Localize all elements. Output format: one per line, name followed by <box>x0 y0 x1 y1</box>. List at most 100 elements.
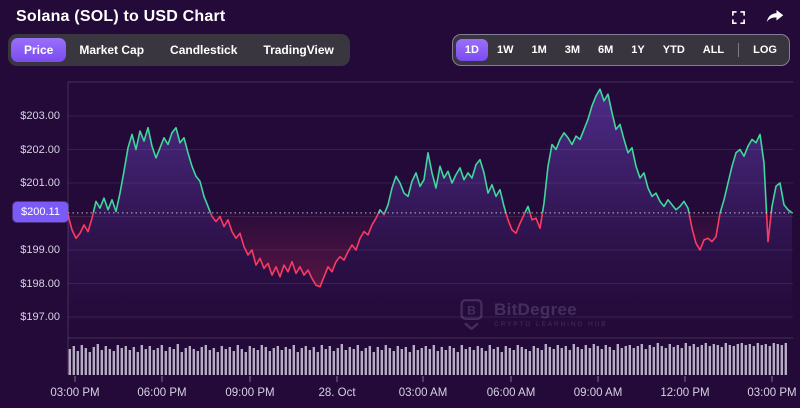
volume-bar <box>724 343 727 375</box>
volume-bar <box>320 345 323 375</box>
volume-bar <box>136 352 139 375</box>
volume-bar <box>728 345 731 375</box>
volume-bar <box>604 345 607 375</box>
volume-bar <box>228 347 231 375</box>
volume-bar <box>68 349 71 375</box>
range-all[interactable]: ALL <box>694 39 733 61</box>
volume-bar <box>276 346 279 375</box>
volume-bar <box>448 346 451 375</box>
volume-bar <box>552 349 555 375</box>
volume-bar <box>704 343 707 375</box>
volume-bar <box>104 346 107 375</box>
volume-bar <box>456 352 459 375</box>
volume-bar <box>360 351 363 375</box>
volume-bar <box>744 345 747 375</box>
volume-bar <box>548 347 551 375</box>
volume-bar <box>592 344 595 375</box>
volume-bar <box>636 346 639 375</box>
volume-bar <box>88 352 91 375</box>
tab-price[interactable]: Price <box>11 38 67 62</box>
volume-bar <box>368 346 371 375</box>
volume-bar <box>672 347 675 375</box>
share-icon[interactable] <box>766 9 784 25</box>
volume-bar <box>232 351 235 375</box>
volume-bar <box>216 352 219 375</box>
volume-bar <box>756 343 759 375</box>
y-tick-label: $203.00 <box>20 110 60 122</box>
volume-bar <box>184 348 187 375</box>
volume-bar <box>680 348 683 375</box>
tab-market-cap[interactable]: Market Cap <box>66 38 157 62</box>
volume-bar <box>96 344 99 375</box>
volume-bar <box>536 348 539 375</box>
chart-type-tabs: Price Market Cap Candlestick TradingView <box>8 34 350 66</box>
range-log-divider <box>738 43 740 57</box>
volume-bar <box>168 347 171 375</box>
volume-bar <box>288 349 291 375</box>
tab-tradingview[interactable]: TradingView <box>250 38 346 62</box>
header: Solana (SOL) to USD Chart <box>0 0 800 34</box>
volume-bar <box>668 344 671 375</box>
volume-bar <box>568 350 571 375</box>
volume-bar <box>152 350 155 375</box>
volume-bar <box>192 349 195 375</box>
range-ytd[interactable]: YTD <box>654 39 694 61</box>
volume-bar <box>600 349 603 375</box>
volume-bar <box>120 348 123 375</box>
volume-bar <box>404 347 407 375</box>
volume-bar <box>688 346 691 375</box>
volume-bar <box>196 351 199 375</box>
volume-bar <box>332 351 335 375</box>
volume-bar <box>432 345 435 375</box>
tab-candlestick[interactable]: Candlestick <box>157 38 250 62</box>
x-tick-label: 03:00 PM <box>747 387 796 399</box>
volume-bar <box>480 348 483 375</box>
y-tick-label: $199.00 <box>20 244 60 256</box>
volume-bar <box>516 345 519 375</box>
volume-bar <box>740 343 743 375</box>
volume-bar <box>220 346 223 375</box>
volume-bar <box>224 349 227 375</box>
toggle-log[interactable]: LOG <box>744 39 786 61</box>
volume-bar <box>584 345 587 375</box>
fullscreen-icon[interactable] <box>731 10 746 25</box>
volume-bar <box>640 344 643 375</box>
range-1d[interactable]: 1D <box>455 39 488 61</box>
volume-bar <box>508 348 511 375</box>
volume-bar <box>676 345 679 375</box>
volume-bar <box>240 349 243 375</box>
volume-bar <box>128 350 131 375</box>
range-1m[interactable]: 1M <box>522 39 555 61</box>
volume-bar <box>180 352 183 375</box>
range-3m[interactable]: 3M <box>556 39 589 61</box>
volume-bar <box>624 346 627 375</box>
volume-bar <box>612 350 615 375</box>
range-1y[interactable]: 1Y <box>622 39 653 61</box>
volume-bar <box>512 350 515 375</box>
volume-bar <box>272 348 275 375</box>
volume-bar <box>748 344 751 375</box>
volume-bar <box>520 347 523 375</box>
range-6m[interactable]: 6M <box>589 39 622 61</box>
volume-bar <box>348 347 351 375</box>
x-tick-label: 09:00 PM <box>225 387 274 399</box>
range-1w[interactable]: 1W <box>488 39 523 61</box>
volume-bar <box>656 343 659 375</box>
volume-bar <box>496 347 499 375</box>
volume-bar <box>488 345 491 375</box>
volume-bar <box>72 346 75 375</box>
volume-bar <box>700 345 703 375</box>
volume-bar <box>236 345 239 375</box>
volume-bar <box>716 345 719 375</box>
volume-bar <box>420 348 423 375</box>
volume-bar <box>336 348 339 375</box>
price-chart[interactable]: 03:00 PM 06:00 PM 09:00 PM 28. Oct 03:00 AM 0… <box>0 70 800 408</box>
volume-bar <box>440 347 443 375</box>
y-tick-label: $202.00 <box>20 143 60 156</box>
volume-bar <box>588 348 591 375</box>
volume-bar <box>720 347 723 375</box>
volume-bar <box>256 350 259 375</box>
volume-bar <box>112 351 115 375</box>
volume-bar <box>660 346 663 375</box>
volume-bar <box>760 345 763 375</box>
